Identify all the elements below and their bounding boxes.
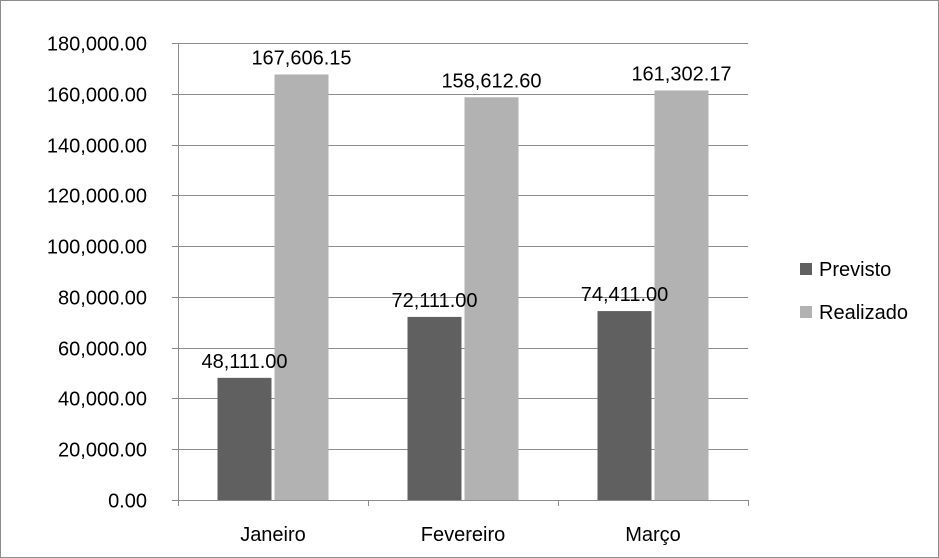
legend-swatch bbox=[800, 263, 812, 275]
y-tick-label: 180,000.00 bbox=[47, 34, 147, 56]
y-tick-label: 40,000.00 bbox=[58, 389, 147, 411]
y-tick-label: 160,000.00 bbox=[47, 85, 147, 107]
legend: Previsto Realizado bbox=[800, 259, 908, 324]
axes bbox=[172, 43, 749, 506]
data-label: 74,411.00 bbox=[581, 284, 669, 306]
bar-previsto-1 bbox=[407, 316, 462, 500]
data-labels: 48,111.00 167,606.15 72,111.00 158,612.60 74… bbox=[201, 47, 731, 372]
x-tick-label: Fevereiro bbox=[421, 524, 505, 546]
bar-previsto-2 bbox=[597, 311, 652, 500]
data-label: 72,111.00 bbox=[391, 290, 477, 312]
bar-realizado-2 bbox=[654, 90, 709, 500]
bar-realizado-0 bbox=[274, 74, 329, 500]
y-tick-label: 140,000.00 bbox=[47, 136, 147, 158]
y-tick-label: 80,000.00 bbox=[58, 288, 147, 310]
x-tick-label: Janeiro bbox=[240, 524, 306, 546]
legend-swatch bbox=[800, 306, 812, 318]
y-tick-label: 0.00 bbox=[108, 491, 147, 513]
data-label: 167,606.15 bbox=[251, 47, 351, 69]
legend-label: Previsto bbox=[819, 259, 891, 281]
data-label: 158,612.60 bbox=[441, 70, 541, 92]
y-tick-label: 100,000.00 bbox=[47, 237, 147, 259]
tick-labels: 0.00 20,000.00 40,000.00 60,000.00 80,000.00… bbox=[47, 34, 681, 547]
data-label: 161,302.17 bbox=[631, 63, 731, 85]
gridlines bbox=[178, 43, 748, 450]
bar-previsto-0 bbox=[217, 377, 272, 500]
bar-realizado-1 bbox=[464, 97, 519, 500]
y-tick-label: 60,000.00 bbox=[58, 339, 147, 361]
data-label: 48,111.00 bbox=[201, 351, 287, 373]
y-tick-label: 120,000.00 bbox=[47, 186, 147, 208]
x-tick-label: Março bbox=[625, 524, 681, 546]
bars bbox=[217, 74, 709, 500]
y-tick-label: 20,000.00 bbox=[58, 440, 147, 462]
legend-label: Realizado bbox=[819, 302, 908, 324]
